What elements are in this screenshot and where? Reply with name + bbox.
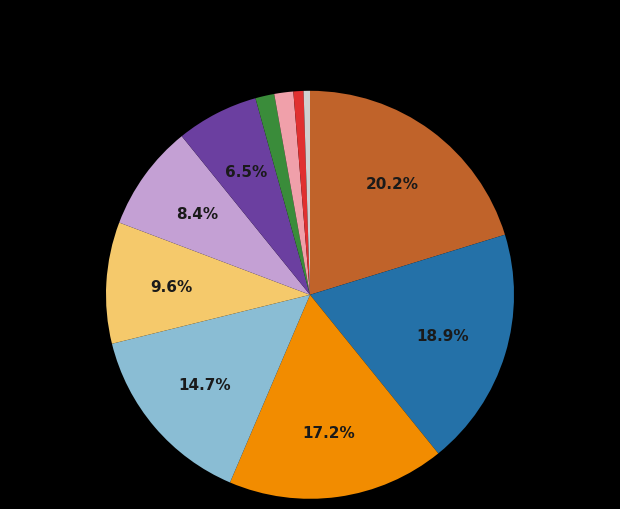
Wedge shape	[230, 295, 438, 499]
Text: 20.2%: 20.2%	[366, 176, 419, 191]
Text: 9.6%: 9.6%	[151, 279, 193, 294]
Text: 8.4%: 8.4%	[177, 207, 219, 221]
Wedge shape	[112, 295, 310, 483]
Wedge shape	[293, 92, 310, 295]
Text: 6.5%: 6.5%	[226, 164, 268, 180]
Text: 14.7%: 14.7%	[178, 378, 231, 392]
Wedge shape	[310, 235, 514, 454]
Wedge shape	[255, 95, 310, 295]
Wedge shape	[310, 92, 505, 295]
Wedge shape	[304, 92, 310, 295]
Wedge shape	[106, 223, 310, 344]
Wedge shape	[119, 137, 310, 295]
Wedge shape	[274, 92, 310, 295]
Text: 17.2%: 17.2%	[303, 425, 355, 440]
Text: 18.9%: 18.9%	[417, 328, 469, 343]
Wedge shape	[182, 99, 310, 295]
